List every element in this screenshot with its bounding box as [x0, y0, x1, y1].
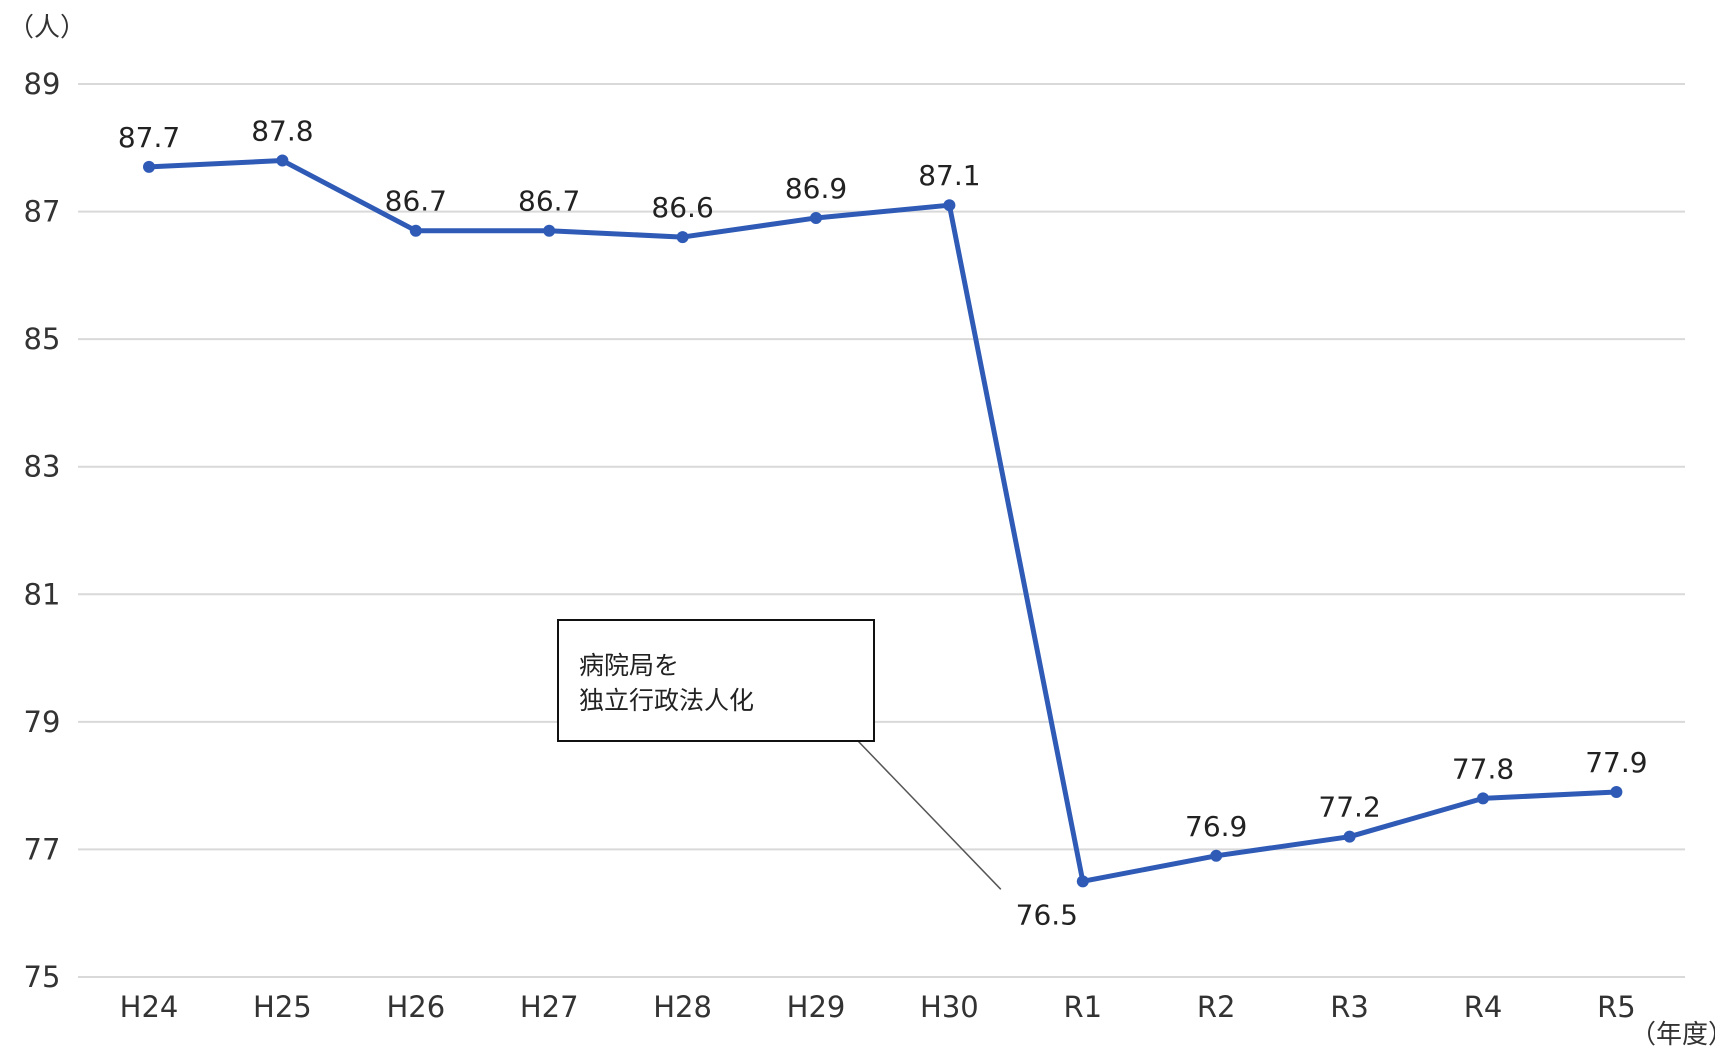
x-tick-label-H25: H25 [253, 990, 312, 1024]
data-label-H24: 87.7 [118, 121, 180, 154]
data-point-H25 [276, 154, 289, 167]
x-tick-label-R4: R4 [1464, 990, 1503, 1024]
x-tick-label-H28: H28 [653, 990, 712, 1024]
x-tick-label-R5: R5 [1597, 990, 1636, 1024]
data-label-H27: 86.7 [518, 185, 580, 218]
data-label-R4: 77.8 [1452, 752, 1514, 785]
series [143, 154, 1623, 888]
x-axis-ticks: H24 H25 H26 H27 H28 H29 H30 R1 R2 R3 R4 R5 [120, 990, 1636, 1024]
data-point-H26 [409, 224, 422, 237]
data-label-R3: 77.2 [1318, 791, 1380, 824]
data-labels: 87.7 87.8 86.7 86.7 86.6 86.9 87.1 76.5 76.9 77.2… [118, 115, 1648, 932]
y-tick-label-87: 87 [24, 195, 61, 229]
y-tick-label-85: 85 [24, 322, 61, 356]
y-tick-label-83: 83 [24, 450, 61, 484]
x-tick-label-R3: R3 [1330, 990, 1369, 1024]
data-label-R5: 77.9 [1585, 746, 1647, 779]
callout-leader-line [857, 740, 1002, 890]
data-label-R1: 76.5 [1016, 898, 1078, 931]
data-label-H26: 86.7 [385, 185, 447, 218]
data-point-R4 [1477, 792, 1489, 805]
y-axis-unit-label: （人） [8, 13, 86, 43]
data-point-H30 [943, 199, 956, 212]
data-point-R1 [1076, 875, 1089, 888]
y-tick-label-89: 89 [24, 67, 61, 101]
data-label-H28: 86.6 [651, 191, 713, 224]
data-point-R2 [1210, 849, 1223, 862]
y-tick-label-77: 77 [24, 832, 61, 866]
data-point-R5 [1610, 786, 1623, 799]
x-tick-label-H24: H24 [120, 990, 179, 1024]
data-point-H24 [143, 160, 155, 173]
callout-text-line-1: 病院局を [579, 651, 679, 680]
x-tick-label-H26: H26 [386, 990, 445, 1024]
data-point-H29 [810, 211, 822, 224]
x-tick-label-R2: R2 [1197, 990, 1236, 1024]
x-axis-unit-label: （年度） [1630, 1020, 1715, 1047]
data-label-H30: 87.1 [918, 159, 980, 192]
x-tick-label-H29: H29 [787, 990, 846, 1024]
data-point-R3 [1343, 830, 1356, 843]
data-label-R2: 76.9 [1185, 810, 1247, 843]
data-point-H28 [676, 231, 689, 244]
annotation-callout: 病院局を 独立行政法人化 [557, 619, 1002, 890]
y-tick-label-79: 79 [24, 705, 61, 739]
x-tick-label-R1: R1 [1063, 990, 1102, 1024]
y-tick-label-75: 75 [24, 960, 61, 994]
x-tick-label-H30: H30 [920, 990, 979, 1024]
data-point-H27 [543, 224, 556, 237]
callout-text-line-2: 独立行政法人化 [579, 686, 754, 715]
y-axis-ticks: 75 77 79 81 83 85 87 89 [24, 67, 61, 994]
series-line [146, 158, 1619, 884]
y-tick-label-81: 81 [24, 577, 61, 611]
data-label-H29: 86.9 [785, 172, 847, 205]
x-tick-label-H27: H27 [520, 990, 579, 1024]
callout-box [557, 619, 875, 742]
data-label-H25: 87.8 [251, 115, 313, 148]
gridlines [78, 83, 1685, 978]
